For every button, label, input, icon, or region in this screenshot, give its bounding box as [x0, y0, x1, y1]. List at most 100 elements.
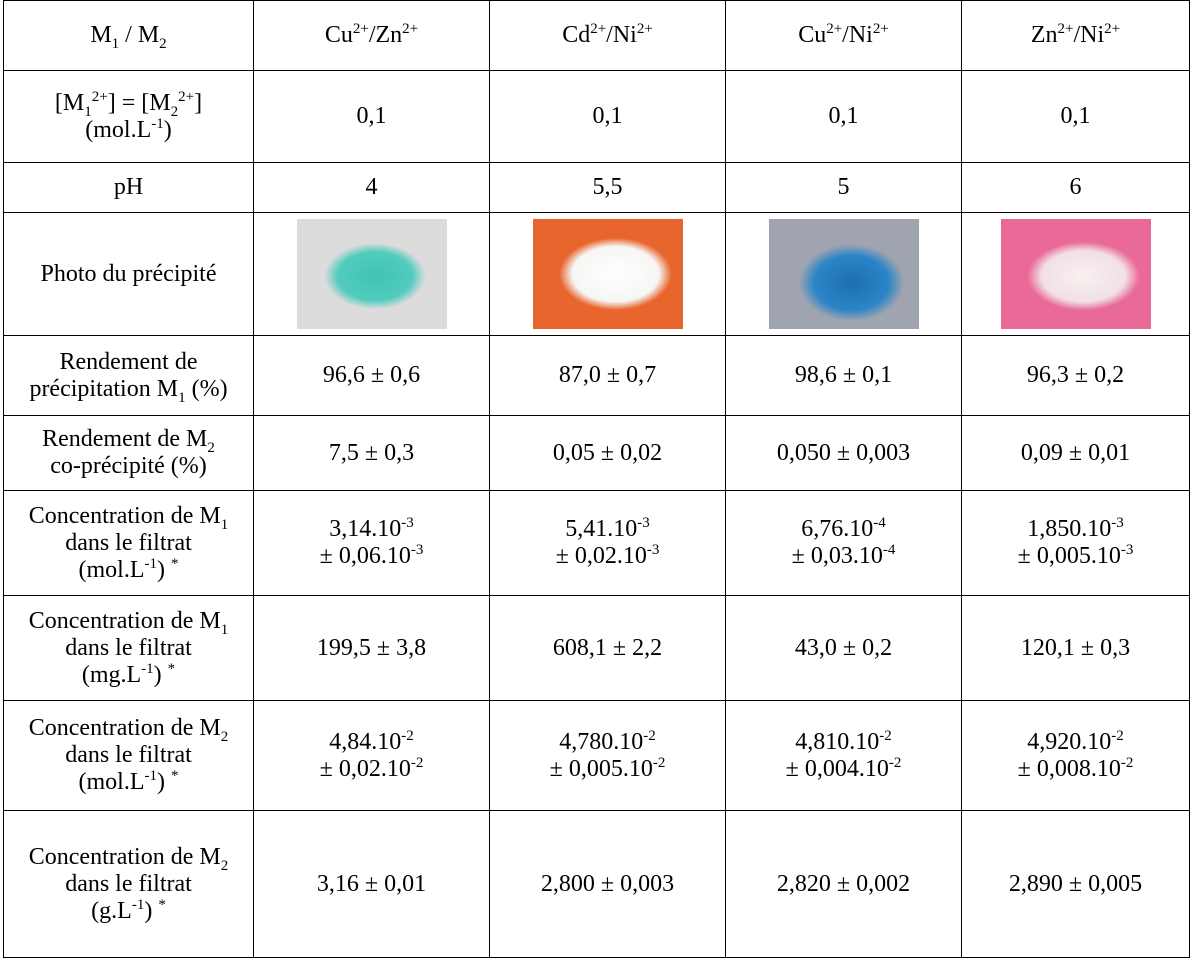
superscript: 2+ [178, 88, 195, 105]
text: 96,6 ± 0,6 [322, 362, 421, 388]
cell-line: (mol.L-1) * [8, 769, 249, 796]
precipitate-photo [1000, 219, 1151, 329]
text: ± 0,005.10 [549, 755, 653, 782]
text: /Ni [1073, 22, 1105, 48]
subscript: 1 [111, 35, 120, 52]
cell-line: [M12+] = [M22+] [8, 88, 249, 120]
cell-line: 96,6 ± 0,6 [258, 362, 485, 389]
text: 98,6 ± 0,1 [794, 362, 893, 388]
superscript: -2 [410, 754, 424, 771]
table-cell: 3,14.10-3 ± 0,06.10-3 [253, 490, 490, 596]
superscript: -3 [637, 515, 650, 531]
cell-line: Zn2+/Ni2+ [966, 22, 1185, 49]
table-body: M1 / M2 Cu2+/Zn2+ Cd2+/Ni2+ Cu2+/Ni2+ Zn2+/N… [3, 0, 1190, 958]
precipitate-photo [768, 219, 919, 329]
table-cell: Zn2+/Ni2+ [961, 0, 1190, 71]
table-cell: 0,1 [961, 70, 1190, 163]
cell-line: 3,14.10-3 [258, 516, 485, 543]
table-cell: 6,76.10-4 ± 0,03.10-4 [725, 490, 962, 596]
subscript: 1 [84, 103, 92, 120]
cell-line: Concentration de M1 [8, 607, 249, 637]
table-cell: Cu2+/Zn2+ [253, 0, 490, 71]
table-cell: Concentration de M2 dans le filtrat (mol.L… [3, 700, 254, 811]
superscript: -1 [141, 660, 154, 677]
table-cell: 4 [253, 162, 490, 213]
table-cell: 6 [961, 162, 1190, 213]
text: ± 0,02.10 [319, 755, 411, 782]
superscript: 2+ [636, 21, 653, 37]
text: 4,920.10 [1027, 728, 1112, 755]
subscript: 1 [178, 389, 186, 406]
text: / M [119, 22, 160, 48]
cell-line: 4 [258, 174, 485, 201]
text: 0,050 ± 0,003 [776, 439, 911, 466]
text: Cu [798, 22, 827, 48]
table-cell: Cd2+/Ni2+ [489, 0, 726, 71]
text: 4,810.10 [795, 728, 880, 755]
text: dans le filtrat [65, 529, 192, 556]
cell-line: Concentration de M1 [8, 503, 249, 533]
superscript: -4 [873, 515, 886, 531]
table-cell: 1,850.10-3 ± 0,005.10-3 [961, 490, 1190, 596]
text: M [90, 22, 112, 48]
cell-line: (mg.L-1) * [8, 660, 249, 689]
table-cell: 5 [725, 162, 962, 213]
table-cell: 98,6 ± 0,1 [725, 335, 962, 416]
superscript: -3 [401, 515, 414, 531]
table-cell: 120,1 ± 0,3 [961, 595, 1190, 701]
cell-line: ± 0,02.10-3 [494, 543, 721, 570]
table-cell: 87,0 ± 0,7 [489, 335, 726, 416]
text: 199,5 ± 3,8 [316, 634, 427, 661]
table-cell: Cu2+/Ni2+ [725, 0, 962, 71]
text: 0,09 ± 0,01 [1020, 439, 1131, 466]
cell-line: 2,800 ± 0,003 [494, 871, 721, 898]
cell-line: 0,1 [966, 103, 1185, 130]
text: (%) [185, 375, 228, 402]
superscript: -2 [1111, 727, 1124, 744]
subscript: 1 [220, 516, 229, 533]
text: 4,84.10 [329, 728, 402, 755]
text: Concentration de M [28, 607, 221, 634]
text: dans le filtrat [65, 870, 192, 897]
superscript: -3 [1111, 515, 1124, 531]
text: dans le filtrat [65, 634, 192, 661]
cell-line: ± 0,004.10-2 [730, 755, 957, 783]
superscript: -2 [652, 754, 666, 771]
cell-line: Rendement de [8, 349, 249, 376]
subscript: 2 [170, 103, 179, 120]
text: ± 0,02.10 [555, 543, 647, 569]
text: 96,3 ± 0,2 [1026, 362, 1125, 388]
text: 6 [1069, 174, 1082, 200]
table-cell: 4,810.10-2 ± 0,004.10-2 [725, 700, 962, 811]
table-cell: 96,6 ± 0,6 [253, 335, 490, 416]
cell-line: 96,3 ± 0,2 [966, 362, 1185, 389]
text: précipitation M [29, 375, 179, 402]
table-row: Photo du précipité [3, 212, 1190, 336]
text: (mol.L [78, 556, 145, 583]
cell-line: 0,1 [730, 103, 957, 130]
cell-line: 0,050 ± 0,003 [730, 440, 957, 467]
cell-line: 98,6 ± 0,1 [730, 362, 957, 389]
superscript: -2 [643, 727, 656, 744]
subscript: 2 [220, 857, 229, 874]
cell-line: pH [8, 174, 249, 201]
text: ) [144, 897, 159, 924]
table-cell: 0,1 [253, 70, 490, 163]
superscript: * [158, 896, 166, 913]
table-cell: 43,0 ± 0,2 [725, 595, 962, 701]
superscript: 2+ [402, 21, 419, 37]
table-row: Concentration de M2 dans le filtrat (mol.L… [3, 700, 1190, 811]
cell-line: M1 / M2 [8, 22, 249, 52]
text: [M [54, 89, 85, 116]
superscript: 2+ [1057, 21, 1074, 37]
text: Cu [324, 22, 353, 48]
text: 6,76.10 [801, 516, 874, 542]
cell-line: ± 0,008.10-2 [966, 755, 1185, 783]
table-cell: 4,84.10-2 ± 0,02.10-2 [253, 700, 490, 811]
table-cell: 7,5 ± 0,3 [253, 415, 490, 491]
text: ± 0,004.10 [785, 755, 889, 782]
table-cell [961, 212, 1190, 336]
table-cell: 5,5 [489, 162, 726, 213]
superscript: -2 [879, 727, 892, 744]
